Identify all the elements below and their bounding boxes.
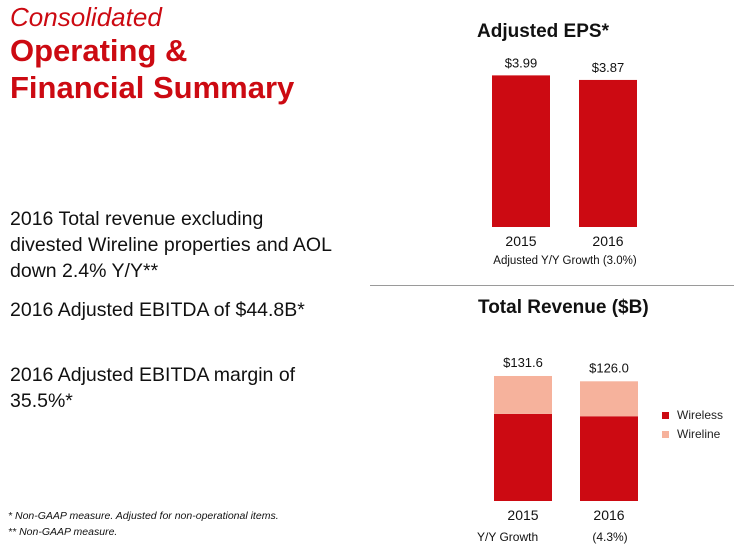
legend-item-wireless: Wireless: [662, 408, 723, 422]
revenue-x-tick-2016: 2016: [593, 507, 624, 523]
eps-chart: $3.99 2015 $3.87 2016 Adjusted Y/Y Growth (3…: [492, 55, 637, 267]
revenue-bar-wireline-2015: [494, 375, 552, 414]
footnote-non-gaap: ** Non-GAAP measure.: [8, 526, 118, 538]
bullet-adjusted-ebitda: 2016 Adjusted EBITDA of $44.8B*: [10, 299, 305, 321]
revenue-data-label-2016: $126.0: [589, 360, 629, 375]
chart-divider: [370, 285, 734, 286]
legend-label-wireline: Wireline: [677, 427, 721, 441]
revenue-bar-wireless-2016: [580, 416, 638, 501]
eps-bar-2015: [492, 75, 550, 227]
legend-label-wireless: Wireless: [677, 408, 724, 422]
revenue-chart-title: Total Revenue ($B): [478, 297, 649, 318]
subtitle: Consolidated: [10, 2, 162, 32]
bullet-ebitda-margin: 2016 Adjusted EBITDA margin of 35.5%*: [10, 364, 296, 412]
revenue-chart: $131.6 2015 $126.0 2016 Y/Y Growth (4.3%): [477, 355, 638, 544]
bullet-total-revenue: 2016 Total revenue excluding divested Wi…: [10, 208, 332, 282]
footnote-non-gaap-adjusted: * Non-GAAP measure. Adjusted for non-ope…: [8, 510, 279, 522]
legend-item-wireline: Wireline: [662, 427, 720, 441]
eps-growth-footer: Adjusted Y/Y Growth (3.0%): [493, 255, 637, 267]
revenue-x-tick-2015: 2015: [507, 507, 538, 523]
eps-data-label-2016: $3.87: [592, 60, 625, 75]
page-title-line-2: Financial Summary: [10, 70, 295, 105]
eps-bar-2016: [579, 79, 637, 227]
revenue-growth-value: (4.3%): [592, 530, 627, 544]
eps-chart-title: Adjusted EPS*: [477, 21, 609, 42]
page-title-line-1: Operating &: [10, 33, 188, 68]
revenue-bar-wireline-2016: [580, 381, 638, 417]
legend-swatch-wireless: [662, 412, 669, 420]
eps-data-label-2015: $3.99: [505, 55, 538, 70]
revenue-data-label-2015: $131.6: [503, 355, 543, 370]
revenue-bar-wireless-2015: [494, 413, 552, 501]
legend-swatch-wireline: [662, 431, 669, 439]
revenue-growth-label: Y/Y Growth: [477, 530, 538, 544]
eps-x-tick-2016: 2016: [592, 233, 623, 249]
eps-x-tick-2015: 2015: [505, 233, 536, 249]
